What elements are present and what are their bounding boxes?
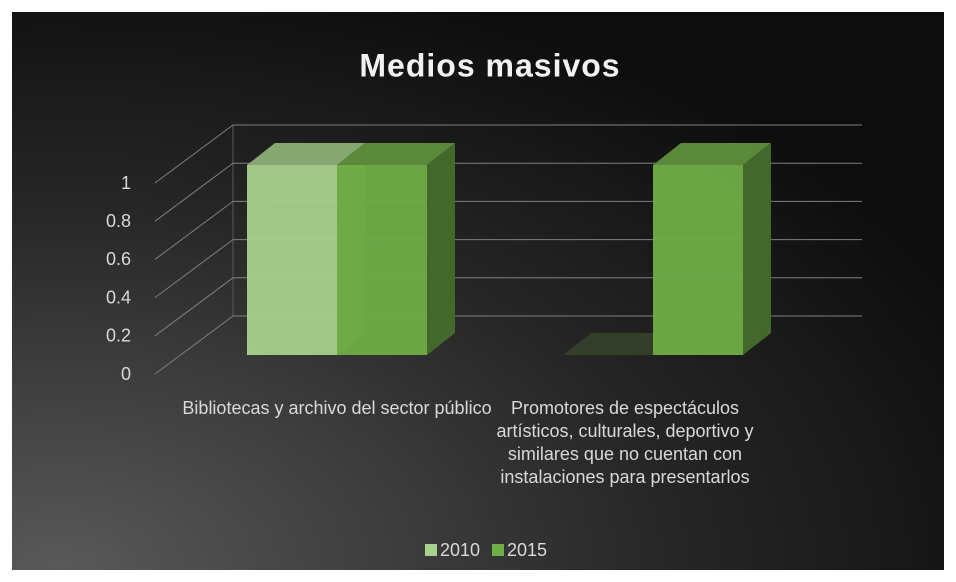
- chart-title: Medios masivos: [359, 47, 620, 83]
- y-tick-label: 0.4: [106, 287, 131, 307]
- bar-top: [337, 143, 455, 165]
- grid-line: [154, 277, 862, 337]
- grid-line: [154, 124, 862, 184]
- legend-label: 2010: [440, 540, 480, 560]
- y-tick-label: 1: [121, 173, 131, 193]
- bar-floor: [563, 333, 681, 355]
- bar: [563, 333, 681, 355]
- bar-front: [247, 165, 337, 355]
- bar-top: [653, 143, 771, 165]
- grid-line: [154, 162, 862, 222]
- grid-line: [154, 315, 862, 375]
- x-tick-label: Promotores de espectáculos artísticos, c…: [496, 398, 754, 487]
- bar-front: [337, 165, 427, 355]
- legend-swatch: [425, 544, 437, 556]
- legend-label: 2015: [507, 540, 547, 560]
- y-tick-label: 0: [121, 364, 131, 384]
- y-tick-label: 0.2: [106, 326, 131, 346]
- y-tick-label: 0.8: [106, 211, 131, 231]
- chart-background: [12, 12, 944, 570]
- bar-side: [427, 143, 455, 355]
- legend-swatch: [492, 544, 504, 556]
- bar: [337, 143, 455, 355]
- bar-side: [743, 143, 771, 355]
- bar-front: [653, 165, 743, 355]
- grid-line: [154, 200, 862, 260]
- bar-top: [247, 143, 365, 165]
- grid-line: [154, 239, 862, 299]
- x-tick-label: Bibliotecas y archivo del sector público: [182, 398, 492, 418]
- bar: [653, 143, 771, 355]
- y-tick-label: 0.6: [106, 249, 131, 269]
